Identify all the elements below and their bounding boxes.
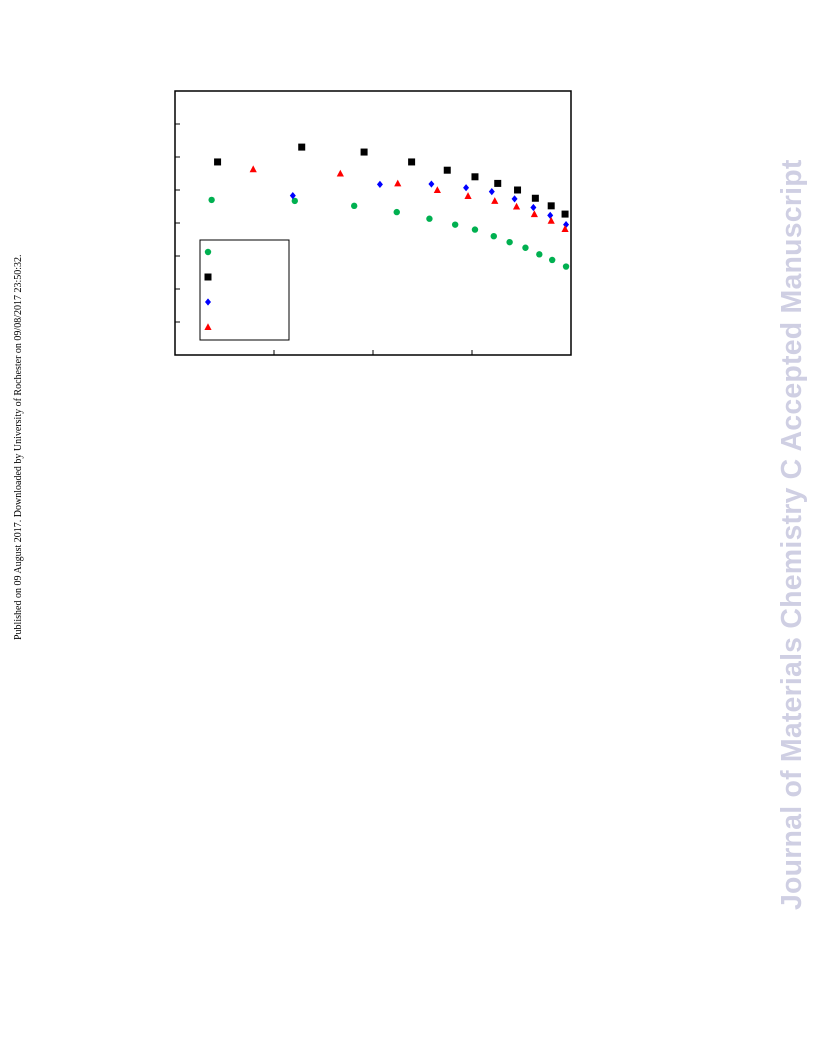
data-point	[548, 256, 556, 264]
legend-marker	[204, 323, 212, 330]
data-point	[433, 186, 441, 193]
data-point	[490, 233, 497, 240]
data-point	[393, 208, 400, 216]
data-point	[562, 263, 570, 270]
data-point	[471, 173, 479, 181]
data-point	[408, 158, 416, 166]
data-point	[531, 194, 539, 202]
data-point	[464, 192, 472, 199]
data-point	[494, 179, 502, 187]
data-point	[350, 202, 358, 210]
series-2	[214, 143, 569, 218]
data-point	[471, 226, 479, 233]
data-point	[547, 216, 555, 224]
legend	[199, 239, 290, 341]
data-point	[249, 165, 257, 173]
data-point	[488, 188, 495, 196]
legend-marker	[204, 273, 212, 281]
data-point	[360, 148, 368, 156]
data-point	[394, 179, 402, 187]
data-point	[506, 238, 513, 246]
data-point	[530, 203, 537, 212]
data-point	[298, 143, 306, 151]
plot-frame	[174, 90, 572, 356]
data-point	[561, 210, 569, 218]
data-point	[214, 158, 222, 166]
data-point	[547, 202, 555, 210]
legend-marker	[205, 298, 211, 306]
series-3	[289, 180, 570, 229]
data-point	[514, 186, 522, 194]
data-point	[561, 225, 569, 232]
data-point	[428, 180, 435, 188]
data-point	[530, 210, 538, 218]
data-point	[426, 215, 433, 222]
data-point	[463, 184, 470, 192]
data-point	[443, 166, 451, 174]
legend-box	[199, 239, 290, 341]
data-point	[536, 251, 543, 258]
data-point	[522, 244, 529, 251]
data-point	[547, 211, 554, 220]
data-point	[376, 180, 383, 188]
data-point	[289, 192, 296, 200]
data-point	[512, 202, 521, 210]
series-4	[249, 165, 569, 232]
series-1	[208, 196, 570, 270]
legend-marker	[204, 248, 212, 256]
data-points	[208, 143, 570, 270]
data-point	[208, 196, 215, 204]
data-point	[451, 221, 459, 228]
data-point	[511, 195, 518, 203]
data-point	[291, 197, 298, 205]
data-point	[336, 169, 344, 177]
data-point	[491, 197, 499, 204]
